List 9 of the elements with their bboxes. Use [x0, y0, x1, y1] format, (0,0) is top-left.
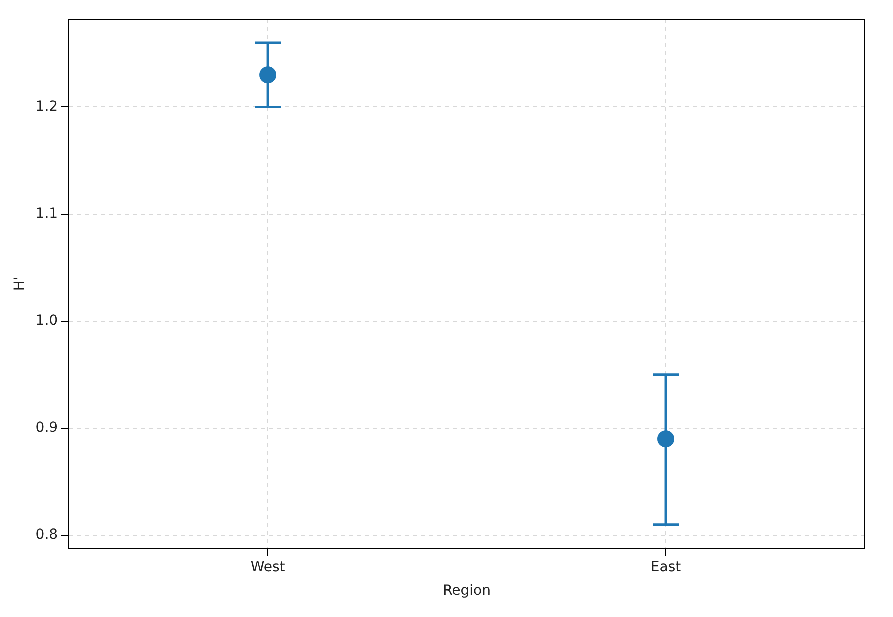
x-axis-title: Region: [443, 583, 491, 600]
y-tick-label: 0.8: [36, 527, 58, 544]
y-tick-label: 1.0: [36, 313, 58, 330]
x-tick-label: West: [250, 559, 286, 576]
y-tick-label: 1.2: [36, 98, 58, 115]
y-axis-title: H': [12, 276, 28, 292]
y-tick-label: 1.1: [36, 206, 58, 222]
y-tick-label: 0.9: [36, 420, 58, 436]
x-tick-label: East: [650, 559, 682, 576]
